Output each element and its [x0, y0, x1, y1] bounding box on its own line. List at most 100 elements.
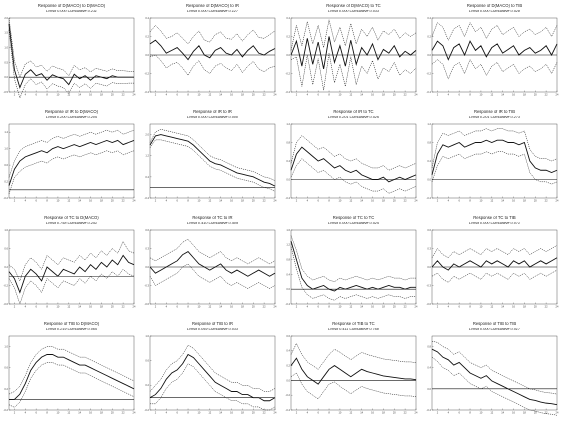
x-tick-label: 12: [208, 199, 211, 203]
x-tick-label: 10: [56, 411, 59, 415]
y-tick-label: -0.4: [427, 196, 432, 200]
y-tick-label: -0.6: [427, 302, 432, 306]
y-tick-label: 1.0: [4, 228, 8, 232]
x-tick-label: 12: [208, 411, 211, 415]
y-tick-label: 0.2: [4, 265, 8, 269]
response-line: [149, 251, 276, 277]
confidence-band-line: [290, 135, 417, 171]
x-tick-label: 16: [89, 199, 92, 203]
x-tick-label: 18: [100, 305, 103, 309]
response-line: [149, 353, 276, 402]
confidence-band-line: [431, 128, 558, 168]
y-tick-label: -0.2: [286, 393, 291, 397]
x-tick-label: 14: [219, 199, 222, 203]
x-tick-label: 20: [252, 93, 255, 97]
y-tick-label: 0.0: [145, 53, 149, 57]
confidence-band-line: [8, 362, 135, 408]
x-tick-label: 18: [523, 411, 526, 415]
x-tick-label: 2: [296, 93, 298, 97]
x-tick-label: 24: [274, 199, 277, 203]
y-tick-label: 0.2: [286, 34, 290, 38]
x-tick-label: 20: [393, 199, 396, 203]
x-tick-label: 2: [437, 93, 439, 97]
panel-title: Response of D(MACO) to TIB: [466, 4, 523, 8]
confidence-band-line: [290, 372, 417, 400]
y-tick-label: 0.2: [145, 383, 149, 387]
x-tick-label: 14: [219, 305, 222, 309]
irf-panel: Response of TC to IR Lcrisit 0.410 Cumula…: [142, 213, 283, 319]
x-tick-label: 24: [133, 305, 136, 309]
x-tick-label: 24: [415, 411, 418, 415]
y-tick-label: 0.8: [427, 344, 431, 348]
x-tick-label: 2: [437, 305, 439, 309]
x-tick-label: 4: [166, 199, 168, 203]
y-tick-label: 0.2: [145, 34, 149, 38]
y-tick-label: 0.4: [427, 159, 431, 163]
x-tick-label: 20: [534, 93, 537, 97]
x-tick-label: 8: [46, 93, 48, 97]
panel-subtitle: Lcrisit 0.201 Cumulative 0.273: [468, 116, 521, 119]
confidence-band-line: [149, 263, 276, 289]
irf-panel: Response of TIB to TC Lcrisit 0.411 Cumul…: [283, 319, 424, 425]
x-tick-label: 22: [122, 93, 125, 97]
panel-subtitle: Lcrisit 0.000 Cumulative 0.000: [186, 116, 239, 119]
x-tick-label: 22: [545, 305, 548, 309]
x-tick-label: 20: [393, 305, 396, 309]
irf-plot: -0.6-0.30.00.30.62 4 6 8 10 12 14 16 18 20 22 24: [427, 228, 559, 309]
y-tick-label: 1.2: [286, 122, 290, 126]
x-tick-label: 2: [14, 93, 16, 97]
x-tick-label: 6: [176, 305, 178, 309]
response-line: [8, 139, 135, 186]
panel-subtitle: Lcrisit 0.411 Cumulative 0.768: [328, 328, 379, 331]
confidence-band-line: [431, 151, 558, 185]
y-tick-label: 0.0: [145, 265, 149, 269]
confidence-band-line: [290, 342, 417, 370]
x-tick-label: 18: [382, 199, 385, 203]
x-tick-label: 18: [241, 199, 244, 203]
response-line: [290, 36, 417, 69]
y-tick-label: -0.2: [145, 71, 150, 75]
x-tick-label: 12: [67, 305, 70, 309]
x-tick-label: 24: [556, 93, 559, 97]
x-tick-label: 18: [100, 411, 103, 415]
x-tick-label: 14: [360, 305, 363, 309]
irf-panel: Response of TIB to D(MACO) Lcrisit 0.219 …: [1, 319, 142, 425]
x-tick-label: 22: [545, 411, 548, 415]
confidence-band-line: [149, 344, 276, 392]
panel-title: Response of D(MACO) to IR: [185, 4, 240, 8]
y-tick-label: 1.5: [4, 31, 8, 35]
y-tick-label: 0.3: [427, 246, 431, 250]
x-tick-label: 18: [523, 305, 526, 309]
x-tick-label: 2: [155, 305, 157, 309]
x-tick-label: 4: [166, 411, 168, 415]
x-tick-label: 8: [469, 93, 471, 97]
y-tick-label: -0.4: [145, 196, 150, 200]
y-tick-label: 0.2: [286, 364, 290, 368]
x-tick-label: 2: [437, 199, 439, 203]
x-tick-label: 16: [371, 93, 374, 97]
y-tick-label: 0.6: [4, 246, 8, 250]
plot-frame: [290, 229, 417, 305]
y-tick-label: 0.6: [145, 359, 149, 363]
x-tick-label: 22: [122, 199, 125, 203]
y-tick-label: 0.4: [286, 272, 290, 276]
panel-subtitle: Lcrisit 0.201 Cumulative 0.026: [327, 116, 380, 119]
panel-title: Response of TIB to TIB: [472, 322, 517, 326]
confidence-band-line: [149, 139, 276, 192]
x-tick-label: 10: [479, 93, 482, 97]
y-tick-label: 1.4: [4, 130, 8, 134]
x-tick-label: 6: [35, 411, 37, 415]
x-tick-label: 22: [545, 199, 548, 203]
x-tick-label: 16: [512, 199, 515, 203]
panel-title: Response of TIB to TC: [332, 322, 375, 326]
irf-panel: Response of TIB to IR Lcrisit 0.059 Cumul…: [142, 319, 283, 425]
irf-plot: -0.20.20.61.01.42 4 6 8 10 12 14 16 18 20 22 24: [4, 123, 136, 203]
x-tick-label: 4: [166, 93, 168, 97]
x-tick-label: 16: [230, 93, 233, 97]
x-tick-label: 10: [338, 93, 341, 97]
y-tick-label: 1.2: [286, 243, 290, 247]
x-tick-label: 24: [556, 305, 559, 309]
panel-subtitle: Lcrisit 0.000 Cumulative 0.211: [46, 10, 97, 13]
x-tick-label: 2: [14, 199, 16, 203]
response-line: [290, 240, 416, 292]
